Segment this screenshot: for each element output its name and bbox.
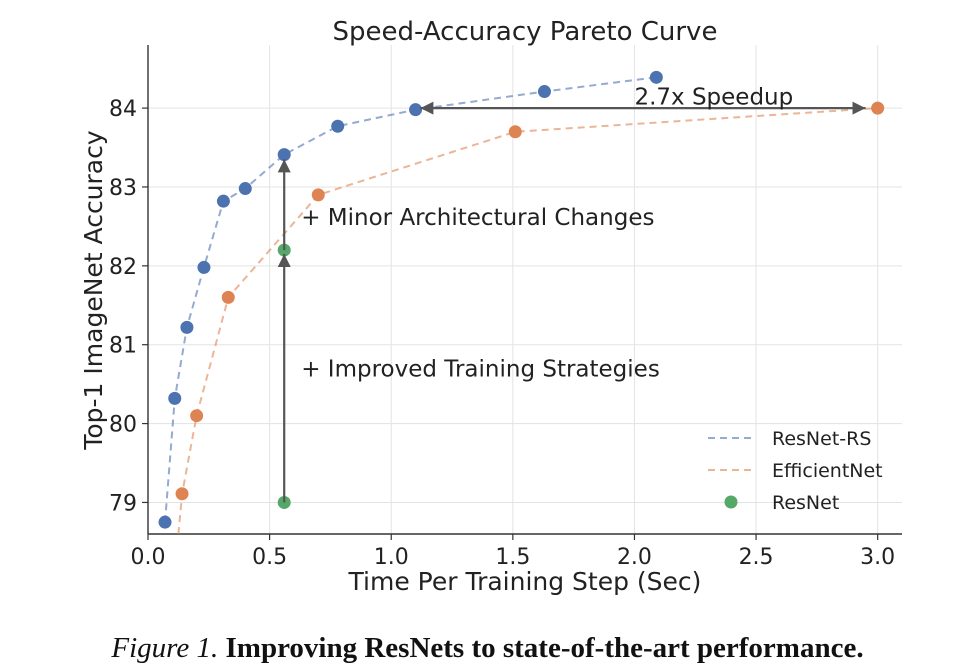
legend: ResNet-RS EfficientNet ResNet bbox=[708, 428, 883, 514]
legend-label-resnet: ResNet bbox=[772, 492, 839, 514]
data-point-resnet-rs bbox=[238, 182, 252, 196]
x-tick-label: 0.0 bbox=[131, 545, 166, 570]
chart-title: Speed-Accuracy Pareto Curve bbox=[333, 17, 718, 47]
y-tick-label: 84 bbox=[109, 97, 137, 122]
y-tick-label: 81 bbox=[109, 334, 137, 359]
caption-text: Improving ResNets to state-of-the-art pe… bbox=[225, 632, 864, 664]
x-axis-label: Time Per Training Step (Sec) bbox=[348, 567, 702, 596]
x-ticks: 0.0 0.5 1.0 1.5 2.0 2.5 3.0 bbox=[131, 534, 895, 570]
data-point-resnet-rs bbox=[197, 260, 211, 274]
annotation-label: 2.7x Speedup bbox=[634, 84, 793, 110]
series-line-resnet-rs bbox=[164, 76, 657, 523]
caption-figure-number: Figure 1. bbox=[111, 632, 219, 664]
arrows bbox=[277, 101, 866, 503]
data-point-resnet-rs bbox=[158, 515, 172, 529]
y-axis-label: Top-1 ImageNet Accuracy bbox=[79, 130, 108, 451]
data-point-efficientnet bbox=[221, 290, 235, 304]
data-point-efficientnet bbox=[190, 409, 204, 423]
data-point-resnet-rs bbox=[168, 391, 182, 405]
data-point-efficientnet bbox=[175, 487, 189, 501]
legend-label-resnet-rs: ResNet-RS bbox=[772, 428, 871, 450]
x-tick-label: 2.0 bbox=[617, 545, 652, 570]
y-tick-label: 79 bbox=[109, 491, 137, 516]
data-point-resnet-rs bbox=[180, 320, 194, 334]
axes bbox=[147, 45, 902, 535]
data-point-efficientnet bbox=[311, 188, 325, 202]
y-ticks: 79 80 81 82 83 84 bbox=[109, 97, 148, 516]
legend-marker-resnet bbox=[724, 495, 738, 509]
data-point-resnet-rs bbox=[216, 194, 230, 208]
annotation-label: + Minor Architectural Changes bbox=[301, 205, 654, 231]
annotation-label: + Improved Training Strategies bbox=[301, 356, 660, 382]
data-point-efficientnet bbox=[508, 125, 522, 139]
annotations: 2.7x Speedup + Minor Architectural Change… bbox=[301, 84, 793, 382]
x-tick-label: 3.0 bbox=[860, 545, 895, 570]
data-point-efficientnet bbox=[871, 101, 885, 115]
x-tick-label: 0.5 bbox=[252, 545, 287, 570]
data-point-resnet-rs bbox=[331, 119, 345, 133]
series bbox=[158, 70, 885, 535]
y-tick-label: 82 bbox=[109, 255, 137, 280]
data-point-resnet-rs bbox=[277, 148, 291, 162]
data-point-resnet-rs bbox=[537, 85, 551, 99]
arrow-head bbox=[277, 254, 291, 268]
data-point-resnet-rs bbox=[649, 70, 663, 84]
data-point-resnet-rs bbox=[409, 103, 423, 117]
arrow-head bbox=[420, 101, 434, 115]
x-tick-label: 1.5 bbox=[495, 545, 530, 570]
x-tick-label: 2.5 bbox=[739, 545, 774, 570]
arrow-head bbox=[852, 101, 866, 115]
legend-label-efficientnet: EfficientNet bbox=[772, 460, 883, 482]
y-tick-label: 83 bbox=[109, 176, 137, 201]
y-tick-label: 80 bbox=[109, 413, 137, 438]
x-tick-label: 1.0 bbox=[374, 545, 409, 570]
figure-caption: Figure 1. Improving ResNets to state-of-… bbox=[0, 632, 975, 665]
arrow-head bbox=[277, 159, 291, 173]
